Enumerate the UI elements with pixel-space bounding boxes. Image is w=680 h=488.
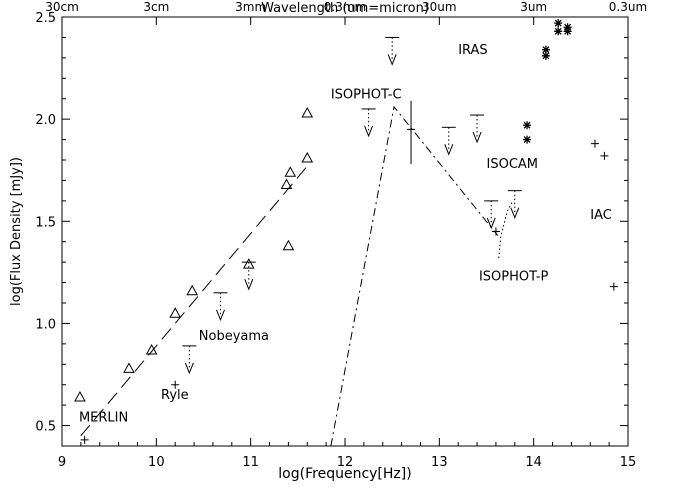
triangle-point — [284, 166, 297, 177]
plus-point — [590, 139, 599, 148]
top-tick-label: 3um — [520, 0, 547, 14]
triangle-point — [280, 178, 293, 190]
y-tick-label: 1.0 — [35, 317, 56, 332]
triangle-point — [145, 343, 158, 355]
top-tick-label: 0.3mm — [324, 0, 366, 14]
data-points-group — [74, 19, 618, 444]
asterisk-point — [554, 19, 563, 28]
triangle-point — [282, 239, 295, 251]
plus-point — [600, 151, 609, 160]
annotation-label: MERLIN — [79, 410, 128, 425]
y-tick-label: 2.5 — [35, 11, 56, 26]
top-tick-label: 3mm — [235, 0, 266, 14]
x-axis-label: log(Frequency[Hz]) — [278, 466, 411, 482]
y-tick-label: 0.5 — [35, 420, 56, 435]
x-tick-label: 14 — [525, 455, 542, 470]
plus-point — [80, 435, 89, 444]
dotted-line — [498, 200, 514, 259]
ticks-group: 9 10 11 12 13 14 15 30cm 3cm 3mm 0.3mm 30um 3um 0.3um… — [35, 0, 647, 470]
y-tick-label: 1.5 — [35, 215, 56, 230]
x-tick-label: 12 — [337, 455, 354, 470]
triangle-point — [186, 284, 199, 296]
x-tick-label: 13 — [431, 455, 448, 470]
upper-limit-arrow — [244, 278, 254, 291]
asterisk-point — [563, 23, 572, 32]
asterisk-point — [554, 27, 563, 36]
triangle-point — [242, 258, 255, 269]
triangle-point — [74, 390, 86, 402]
x-tick-label: 10 — [148, 455, 165, 470]
triangle-point — [169, 307, 182, 318]
asterisk-point — [523, 135, 532, 144]
dash-dot-line — [330, 105, 499, 447]
plus-point — [491, 227, 500, 236]
top-tick-label: 30um — [422, 0, 457, 14]
asterisk-point — [563, 27, 572, 36]
top-tick-label: 3cm — [143, 0, 169, 14]
annotation-label: Ryle — [161, 388, 189, 403]
upper-limit-arrow — [387, 54, 397, 66]
top-tick-label: 30cm — [45, 0, 79, 14]
annotations-group: IRAS ISOPHOT-C ISOCAM IAC ISOPHOT-P Nobeyama R… — [79, 43, 612, 426]
fit-lines-group — [80, 105, 514, 447]
x-tick-label: 11 — [242, 455, 259, 470]
annotation-label: ISOPHOT-P — [479, 270, 549, 285]
plus-point — [407, 125, 416, 134]
plot-frame — [61, 16, 629, 447]
triangle-point — [301, 151, 314, 163]
asterisk-point — [523, 121, 532, 130]
axes-group — [61, 16, 629, 447]
asterisk-point — [541, 51, 550, 60]
triangle-point — [123, 362, 135, 373]
x-tick-label: 15 — [620, 455, 637, 470]
upper-limit-arrow — [472, 131, 482, 144]
annotation-label: IAC — [590, 208, 612, 223]
upper-limit-arrow — [444, 144, 454, 156]
annotation-label: ISOPHOT-C — [331, 88, 402, 103]
x-tick-label: 9 — [58, 455, 66, 470]
plus-point — [609, 282, 618, 291]
upper-limit-arrow — [510, 207, 520, 219]
y-axis-label: log(Flux Density [mJy]) — [9, 157, 24, 306]
upper-limit-arrow — [364, 125, 374, 138]
annotation-label: IRAS — [458, 43, 488, 58]
asterisk-point — [541, 45, 550, 54]
y-tick-label: 2.0 — [35, 113, 56, 128]
upper-limit-arrow — [184, 362, 194, 375]
upper-limit-arrow — [486, 217, 496, 230]
top-axis-label: Wavelength (um=micron) — [261, 1, 429, 16]
annotation-label: ISOCAM — [487, 157, 539, 172]
plus-point — [171, 380, 180, 389]
dashed-line — [80, 165, 308, 437]
triangle-point — [301, 106, 314, 118]
annotation-label: Nobeyama — [199, 329, 269, 344]
upper-limit-arrow — [216, 309, 225, 322]
top-tick-label: 0.3um — [609, 0, 647, 14]
